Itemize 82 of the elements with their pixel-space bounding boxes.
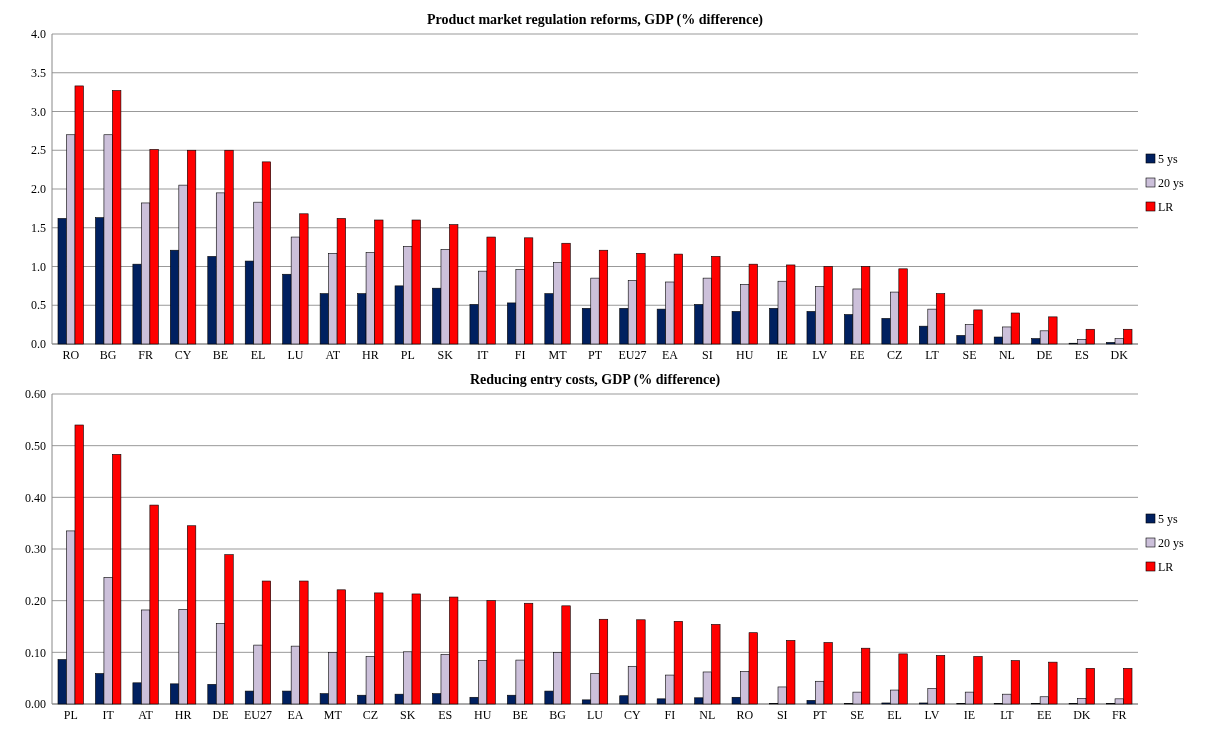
y-tick-label: 0.5: [31, 298, 46, 313]
x-tick-label: IT: [476, 348, 489, 362]
x-tick-label: NL: [699, 708, 716, 722]
legend-label: 20 ys: [1158, 176, 1184, 191]
x-tick-label: EE: [849, 348, 865, 362]
y-tick-label: 3.5: [31, 65, 46, 80]
legend-label: LR: [1158, 200, 1174, 215]
x-tick-label: AT: [325, 348, 341, 362]
x-tick-label: MT: [323, 708, 343, 722]
y-tick-label: 0.40: [25, 490, 46, 505]
x-tick-label: EA: [661, 348, 679, 362]
x-tick-label: IT: [102, 708, 115, 722]
x-tick-label: EU27: [618, 348, 647, 362]
y-tick-label: 2.0: [31, 182, 46, 197]
x-tick-label: PT: [812, 708, 828, 722]
y-tick-label: 2.5: [31, 143, 46, 158]
x-tick-label: AT: [138, 708, 154, 722]
x-tick-label: RO: [62, 348, 80, 362]
y-tick-label: 0.60: [25, 387, 46, 402]
x-tick-label: ES: [1074, 348, 1089, 362]
x-tick-label: DE: [1036, 348, 1053, 362]
x-tick-label: HR: [174, 708, 192, 722]
x-tick-label: BE: [512, 708, 528, 722]
x-tick-label: LV: [812, 348, 828, 362]
x-tick-label: CZ: [362, 708, 378, 722]
x-tick-label: DE: [212, 708, 229, 722]
x-tick-label: DK: [1110, 348, 1129, 362]
x-tick-label: PT: [587, 348, 603, 362]
x-tick-label: LU: [587, 708, 604, 722]
x-tick-label: EL: [887, 708, 902, 722]
x-tick-label: SE: [962, 348, 977, 362]
x-tick-label: SI: [776, 708, 788, 722]
x-tick-label: FR: [1111, 708, 1127, 722]
x-tick-label: PL: [400, 348, 415, 362]
x-tick-label: CY: [174, 348, 192, 362]
x-tick-label: RO: [736, 708, 754, 722]
y-tick-label: 0.10: [25, 645, 46, 660]
y-tick-label: 3.0: [31, 104, 46, 119]
y-tick-label: 0.30: [25, 542, 46, 557]
x-tick-label: EL: [250, 348, 266, 362]
legend-label: 20 ys: [1158, 536, 1184, 551]
x-tick-label: DK: [1073, 708, 1091, 722]
x-tick-label: SK: [400, 708, 416, 722]
x-tick-label: LT: [925, 348, 940, 362]
x-tick-label: SE: [850, 708, 865, 722]
x-tick-label: CY: [624, 708, 642, 722]
legend-label: LR: [1158, 560, 1174, 575]
x-tick-label: EA: [287, 708, 304, 722]
legend-label: 5 ys: [1158, 152, 1178, 167]
y-tick-label: 0.20: [25, 593, 46, 608]
x-tick-label: IE: [776, 348, 788, 362]
legend-label: 5 ys: [1158, 512, 1178, 527]
y-tick-label: 0.00: [25, 697, 46, 712]
x-tick-label: EE: [1037, 708, 1052, 722]
x-tick-label: HU: [736, 348, 754, 362]
y-tick-label: 4.0: [31, 27, 46, 42]
y-tick-label: 0.0: [31, 337, 46, 352]
y-tick-label: 1.0: [31, 259, 46, 274]
x-tick-label: HR: [361, 348, 379, 362]
x-tick-label: ES: [438, 708, 453, 722]
x-tick-label: FI: [664, 708, 676, 722]
chart-title: Product market regulation reforms, GDP (% difference): [426, 12, 764, 28]
x-tick-label: LV: [924, 708, 940, 722]
x-tick-label: LT: [1000, 708, 1015, 722]
x-tick-label: FR: [138, 348, 153, 362]
x-tick-label: FI: [514, 348, 526, 362]
x-tick-label: EU27: [243, 708, 272, 722]
x-tick-label: LU: [287, 348, 304, 362]
x-tick-label: SK: [437, 348, 454, 362]
x-tick-label: SI: [702, 348, 713, 362]
x-tick-label: NL: [998, 348, 1015, 362]
x-tick-label: IE: [963, 708, 976, 722]
chart-title: Reducing entry costs, GDP (% difference): [469, 372, 721, 388]
y-tick-label: 0.50: [25, 438, 46, 453]
x-tick-label: BE: [212, 348, 229, 362]
x-tick-label: MT: [548, 348, 568, 362]
x-tick-label: BG: [99, 348, 117, 362]
y-tick-label: 1.5: [31, 220, 46, 235]
x-tick-label: PL: [63, 708, 78, 722]
x-tick-label: CZ: [886, 348, 903, 362]
x-tick-label: HU: [473, 708, 492, 722]
x-tick-label: BG: [549, 708, 567, 722]
